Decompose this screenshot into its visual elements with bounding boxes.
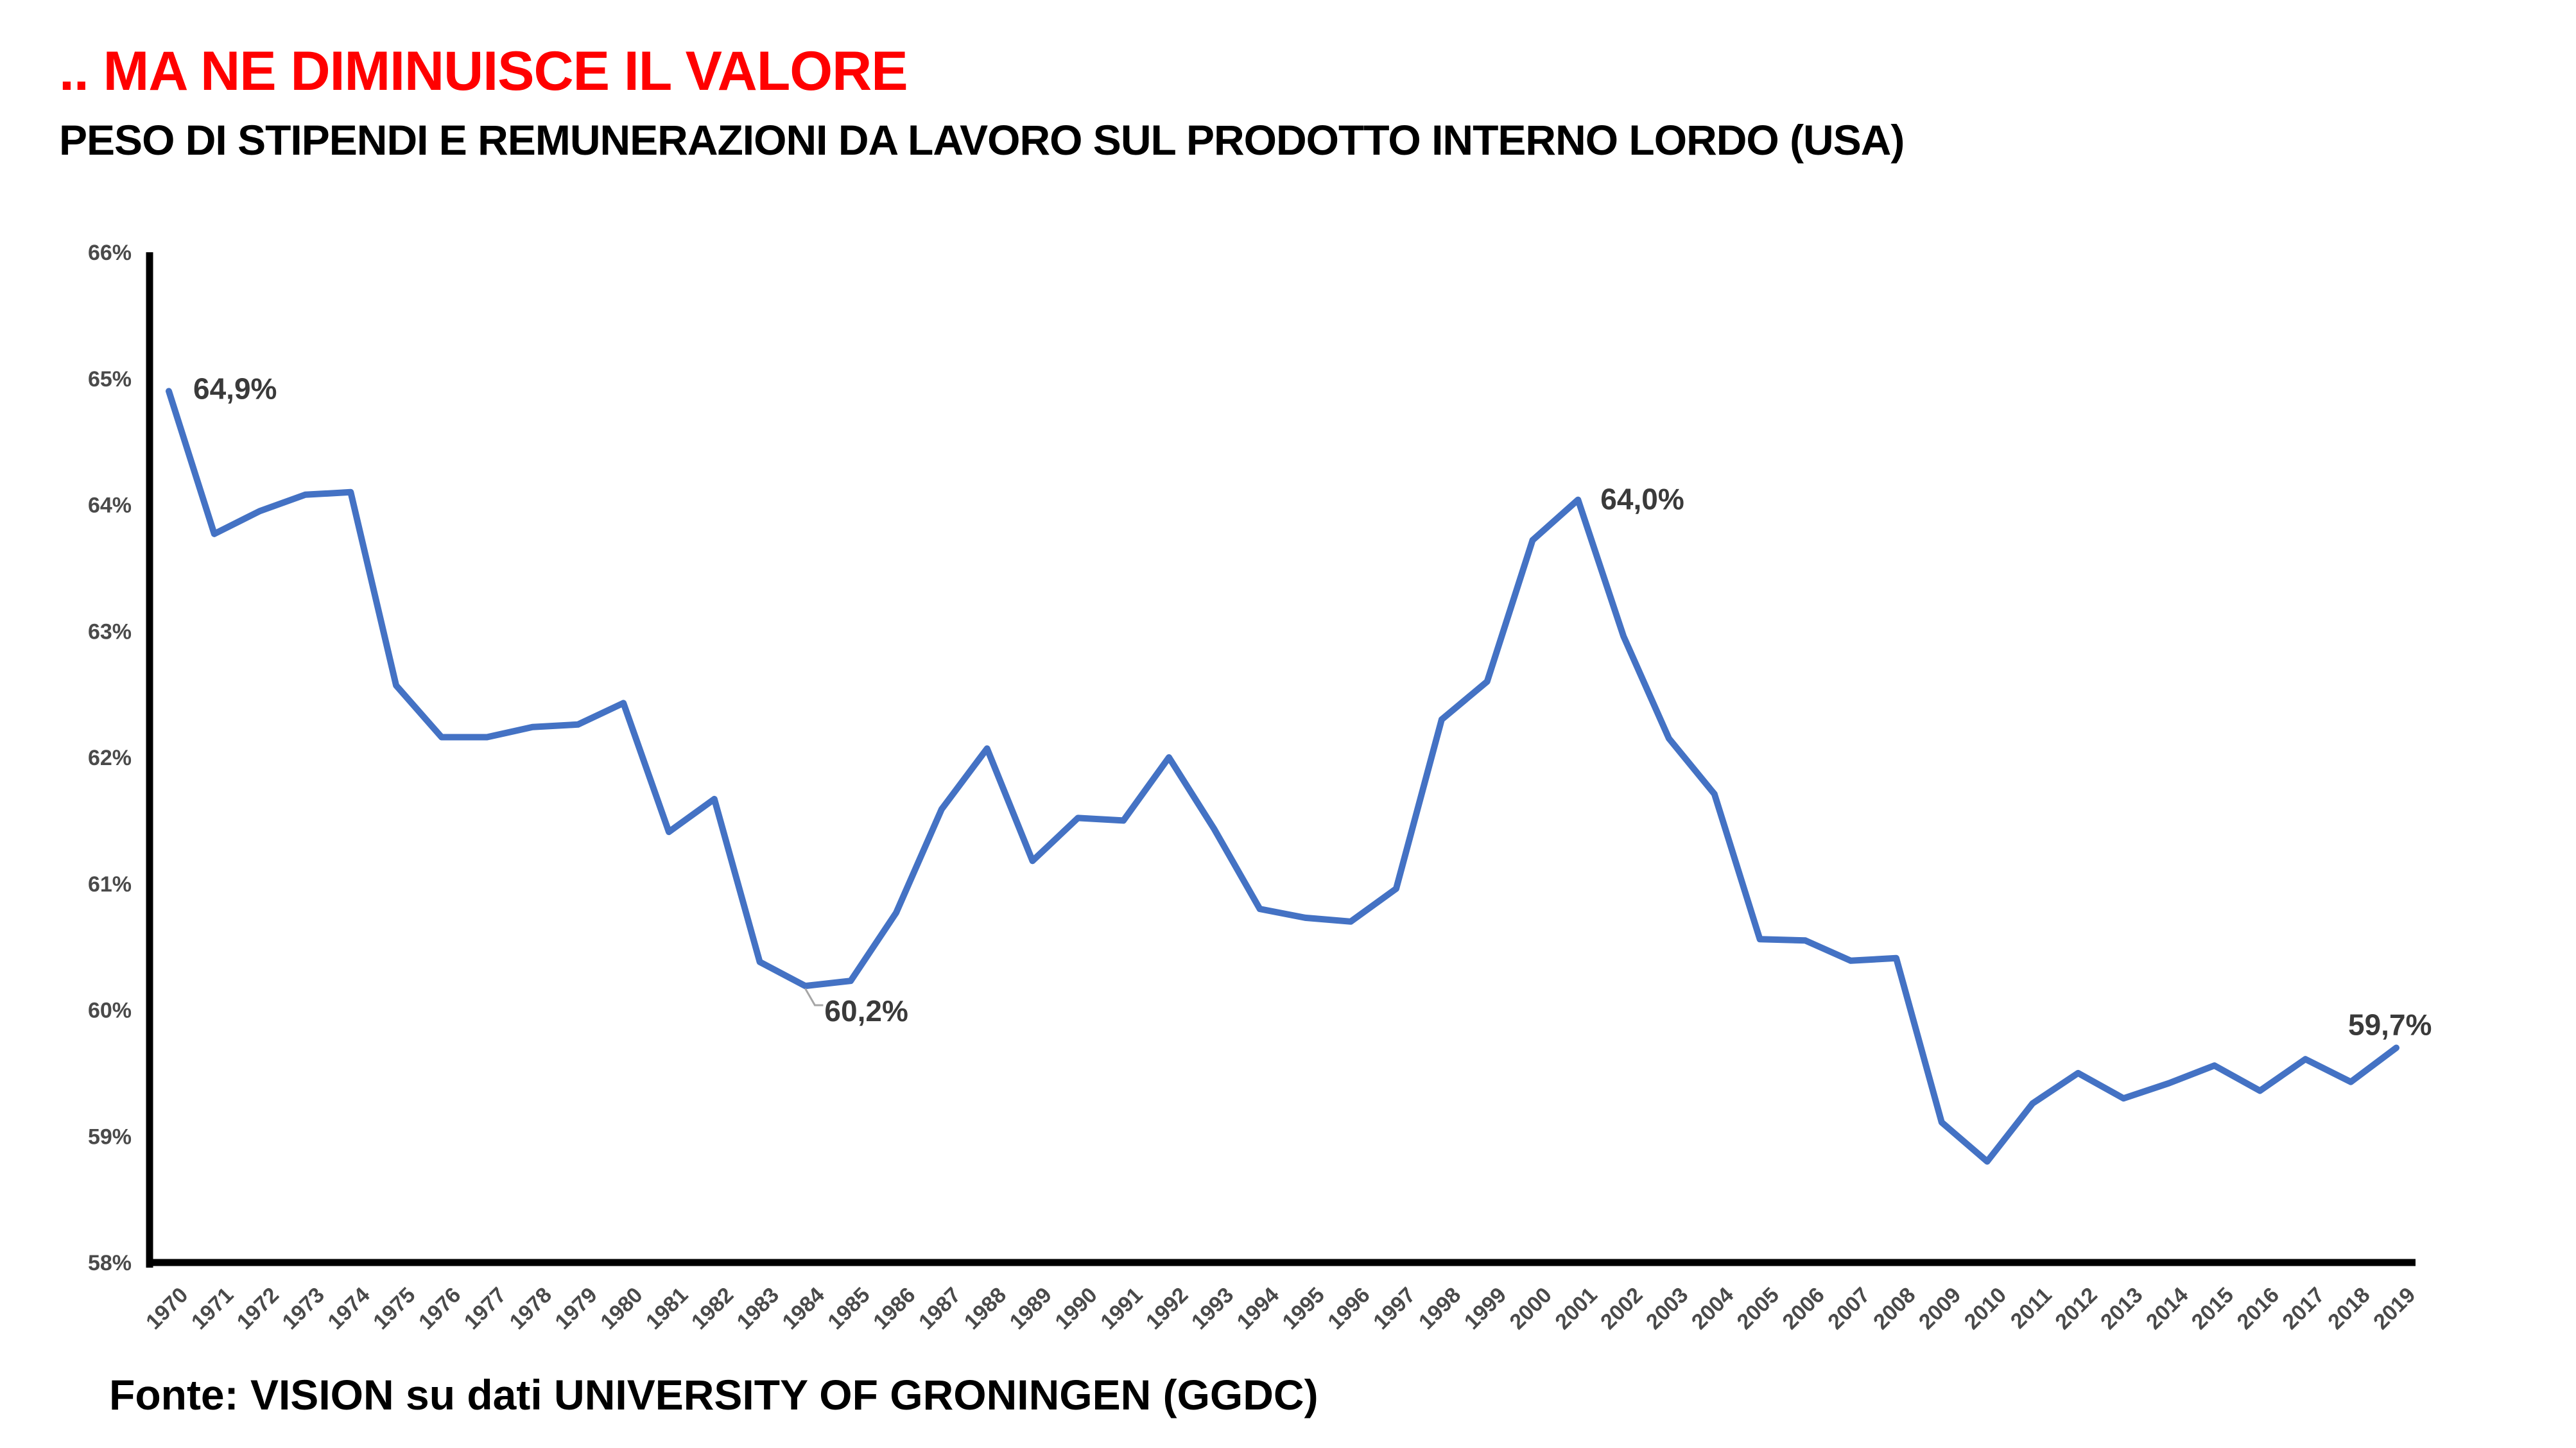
x-tick-label: 1995 xyxy=(1278,1283,1329,1334)
x-tick-label: 2000 xyxy=(1505,1283,1557,1334)
x-tick-label: 1982 xyxy=(687,1283,738,1334)
chart-title: .. MA NE DIMINUISCE IL VALORE xyxy=(59,40,908,102)
x-tick-label: 1986 xyxy=(869,1283,920,1334)
x-tick-label: 2015 xyxy=(2187,1283,2238,1334)
x-tick-label: 1992 xyxy=(1141,1283,1193,1334)
x-tick-label: 1980 xyxy=(596,1283,647,1334)
x-tick-label: 1987 xyxy=(914,1283,965,1334)
data-label: 59,7% xyxy=(2348,1008,2432,1042)
y-tick-label: 66% xyxy=(88,241,132,265)
x-tick-label: 2010 xyxy=(1960,1283,2011,1334)
x-tick-label: 1998 xyxy=(1414,1283,1465,1334)
x-tick-label: 2014 xyxy=(2141,1283,2193,1334)
x-tick-label: 1985 xyxy=(823,1283,874,1334)
y-tick-label: 61% xyxy=(88,872,132,897)
data-label: 64,0% xyxy=(1600,483,1684,516)
series xyxy=(166,388,2399,1165)
leader-line xyxy=(804,988,824,1006)
x-tick-label: 1979 xyxy=(550,1283,601,1334)
data-label: 60,2% xyxy=(824,994,908,1028)
x-tick-label: 1999 xyxy=(1460,1283,1511,1334)
x-tick-label: 2001 xyxy=(1550,1283,1602,1334)
x-tick-label: 1989 xyxy=(1005,1283,1057,1334)
x-tick-label: 2019 xyxy=(2369,1283,2420,1334)
x-tick-label: 2008 xyxy=(1869,1283,1920,1334)
data-labels: 64,9% 60,2% 64,0% 59,7% xyxy=(193,372,2432,1041)
x-tick-label: 2002 xyxy=(1596,1283,1647,1334)
chart-subtitle: PESO DI STIPENDI E REMUNERAZIONI DA LAVO… xyxy=(59,116,1905,164)
y-tick-label: 58% xyxy=(88,1251,132,1275)
x-tick-label: 2003 xyxy=(1641,1283,1693,1334)
x-tick-label: 2007 xyxy=(1823,1283,1874,1334)
x-tick-label: 1977 xyxy=(460,1283,511,1334)
x-tick-label: 2011 xyxy=(2006,1283,2057,1334)
x-tick-label: 1993 xyxy=(1187,1283,1238,1334)
x-tick-label: 1990 xyxy=(1050,1283,1102,1334)
x-tick-label: 2006 xyxy=(1777,1283,1829,1334)
x-tick-label: 1972 xyxy=(232,1283,284,1334)
x-tick-label: 2013 xyxy=(2096,1283,2147,1334)
x-tick-label: 1971 xyxy=(187,1283,238,1334)
x-tick-label: 1976 xyxy=(414,1283,465,1334)
x-tick-label: 1997 xyxy=(1369,1283,1420,1334)
y-tick-label: 64% xyxy=(88,494,132,518)
x-tick-label: 1981 xyxy=(641,1283,693,1334)
x-tick-label: 2009 xyxy=(1914,1283,1966,1334)
x-tick-label: 1991 xyxy=(1096,1283,1147,1334)
x-tick-label: 1996 xyxy=(1323,1283,1374,1334)
y-tick-label: 65% xyxy=(88,367,132,392)
x-tick-label: 2018 xyxy=(2323,1283,2374,1334)
x-tick-label: 1994 xyxy=(1232,1283,1284,1334)
x-tick-label: 2005 xyxy=(1733,1283,1784,1334)
x-tick-label: 1975 xyxy=(368,1283,420,1334)
x-tick-label: 2004 xyxy=(1687,1283,1738,1334)
x-tick-label: 1984 xyxy=(778,1283,829,1334)
y-tick-label: 59% xyxy=(88,1125,132,1149)
x-axis-ticks: 1970197119721973197419751976197719781979… xyxy=(141,1283,2420,1334)
data-label: 64,9% xyxy=(193,372,277,405)
x-tick-label: 1988 xyxy=(960,1283,1011,1334)
y-tick-label: 60% xyxy=(88,999,132,1023)
y-tick-label: 63% xyxy=(88,619,132,644)
source-note: Fonte: VISION su dati UNIVERSITY OF GRON… xyxy=(109,1371,1318,1418)
x-tick-label: 1978 xyxy=(505,1283,557,1334)
y-axis-ticks: 58% 59% 60% 61% 62% 63% 64% 65% 66% xyxy=(88,241,132,1275)
x-tick-label: 1970 xyxy=(141,1283,193,1334)
x-tick-label: 2016 xyxy=(2233,1283,2284,1334)
x-tick-label: 1974 xyxy=(323,1283,374,1334)
x-tick-label: 1983 xyxy=(732,1283,784,1334)
x-tick-label: 1973 xyxy=(278,1283,329,1334)
series-line xyxy=(166,388,2399,1165)
y-tick-label: 62% xyxy=(88,746,132,770)
x-tick-label: 2017 xyxy=(2278,1283,2329,1334)
x-tick-label: 2012 xyxy=(2050,1283,2102,1334)
